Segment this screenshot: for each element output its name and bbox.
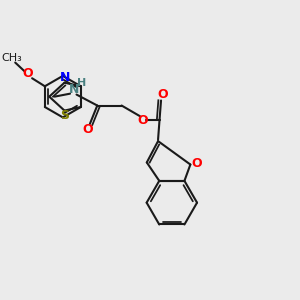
Text: N: N [60,71,70,84]
Text: O: O [158,88,168,101]
Text: O: O [191,158,202,170]
Text: O: O [22,67,33,80]
Text: S: S [61,110,70,122]
Text: O: O [82,123,93,136]
Text: O: O [138,114,148,127]
Text: CH₃: CH₃ [1,53,22,63]
Text: H: H [77,78,86,88]
Text: N: N [68,83,79,96]
